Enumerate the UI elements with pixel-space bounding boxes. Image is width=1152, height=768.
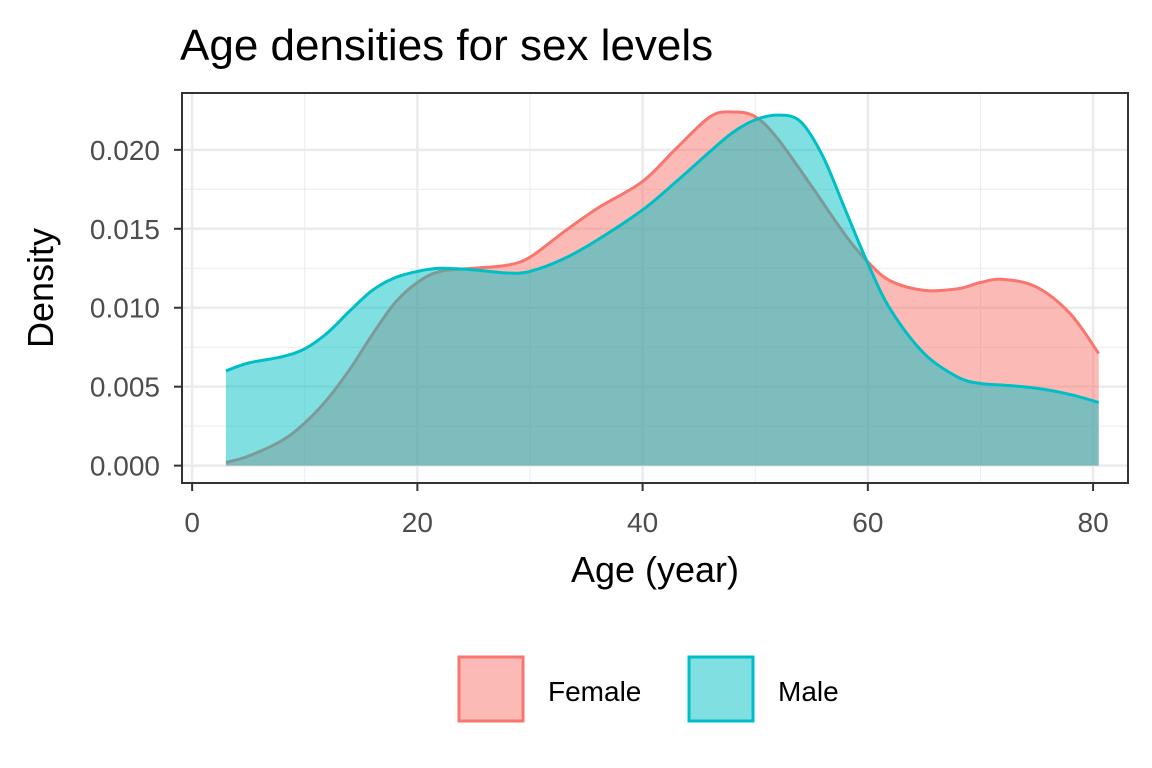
- y-tick-label: 0.020: [90, 135, 160, 166]
- legend-label-male: Male: [778, 676, 839, 707]
- legend-key-male: [687, 655, 755, 723]
- x-tick-label: 80: [1078, 507, 1109, 538]
- chart-title: Age densities for sex levels: [180, 21, 713, 70]
- x-tick-label: 60: [852, 507, 883, 538]
- x-axis-title: Age (year): [571, 549, 739, 590]
- plot-border: [181, 92, 1129, 484]
- density-area-male: [225, 115, 1099, 466]
- density-line-male: [225, 113, 1100, 404]
- y-axis-title: Density: [20, 228, 61, 348]
- y-tick-label: 0.015: [90, 214, 160, 245]
- legend: Female Male: [457, 655, 839, 723]
- y-tick-label: 0.005: [90, 372, 160, 403]
- x-tick-label: 40: [627, 507, 658, 538]
- density-areas: [225, 110, 1100, 466]
- x-tick-label: 0: [184, 507, 200, 538]
- legend-label-female: Female: [548, 676, 641, 707]
- axes: 0 20 40 60 80 0.000 0.005 0.010 0.015 0.020: [90, 135, 1109, 538]
- x-tick-label: 20: [402, 507, 433, 538]
- legend-key-female: [457, 655, 525, 723]
- y-tick-label: 0.010: [90, 293, 160, 324]
- y-tick-label: 0.000: [90, 451, 160, 482]
